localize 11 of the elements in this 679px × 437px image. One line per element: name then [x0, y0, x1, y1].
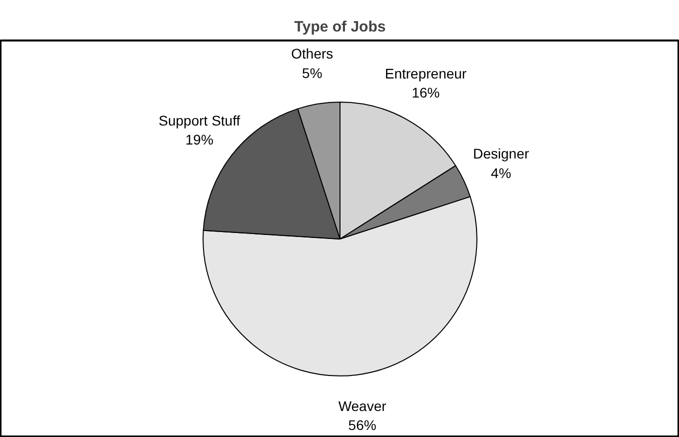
slice-label: Weaver — [338, 398, 387, 414]
data-label: 5% — [302, 64, 322, 81]
slice-label: Designer — [473, 146, 530, 162]
slice-label: Support Stuff — [158, 112, 240, 128]
data-label: 4% — [490, 164, 512, 181]
data-label: 19% — [185, 132, 214, 148]
slice-label: Entrepreneur — [384, 65, 467, 82]
data-label: 56% — [348, 417, 376, 434]
data-label: 16% — [412, 84, 440, 101]
slice-label: Others — [291, 46, 334, 62]
chart-title: Type of Jobs — [294, 18, 386, 36]
